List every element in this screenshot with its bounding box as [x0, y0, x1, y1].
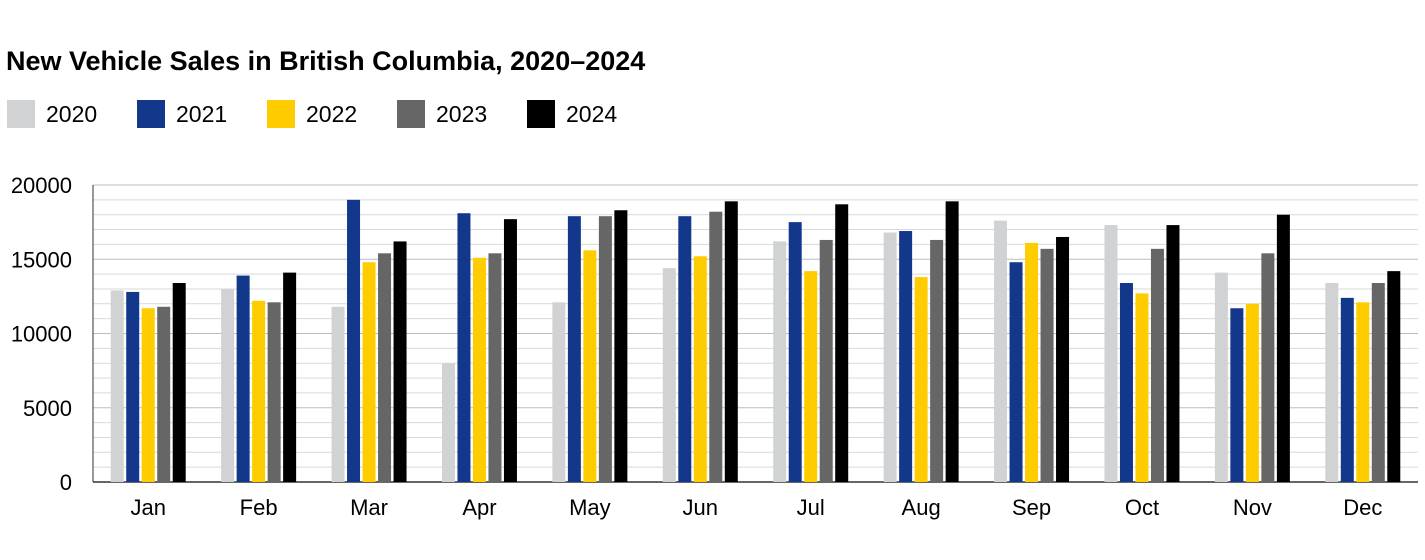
bar-2022-Dec — [1356, 302, 1370, 482]
bar-2024-Aug — [945, 201, 959, 482]
legend-item-2020: 2020 — [7, 100, 137, 128]
legend-item-2024: 2024 — [527, 100, 657, 128]
legend-swatch-2023 — [397, 100, 425, 128]
bar-2022-Oct — [1135, 293, 1149, 482]
bar-2023-Feb — [267, 302, 281, 482]
bar-2022-Jan — [141, 308, 155, 482]
bar-2023-Nov — [1261, 253, 1275, 482]
chart-title: New Vehicle Sales in British Columbia, 2… — [6, 46, 646, 76]
x-tick-label: Feb — [240, 495, 278, 520]
legend-label-2022: 2022 — [306, 100, 358, 127]
bar-2024-Feb — [283, 272, 297, 482]
bar-2021-Jan — [126, 291, 140, 482]
y-tick-label: 10000 — [11, 322, 72, 347]
y-tick-label: 15000 — [11, 247, 72, 272]
x-tick-label: Jul — [797, 495, 825, 520]
x-tick-label: Nov — [1233, 495, 1272, 520]
legend-swatch-2020 — [7, 100, 35, 128]
bar-2023-Oct — [1150, 248, 1164, 482]
bar-2024-Sep — [1056, 236, 1070, 482]
x-tick-label: Apr — [462, 495, 496, 520]
bar-2023-Dec — [1371, 283, 1385, 482]
bar-2021-May — [567, 216, 581, 482]
bar-2024-Jun — [724, 201, 738, 482]
bar-2024-Jan — [172, 283, 186, 482]
legend-swatch-2024 — [527, 100, 555, 128]
bar-2024-May — [614, 210, 628, 482]
x-tick-label: Sep — [1012, 495, 1051, 520]
legend-item-2023: 2023 — [397, 100, 527, 128]
bar-2020-Jun — [662, 268, 676, 482]
bar-2023-Jan — [157, 306, 171, 482]
bar-2023-Jun — [709, 211, 723, 483]
bar-2021-Jul — [788, 222, 802, 482]
legend-label-2021: 2021 — [176, 100, 228, 127]
bar-2023-Jul — [819, 239, 833, 482]
bar-2021-Feb — [236, 275, 250, 482]
bar-2020-May — [552, 302, 566, 482]
bar-2021-Apr — [457, 213, 471, 482]
bar-2020-Jul — [773, 241, 787, 482]
x-tick-label: Jan — [130, 495, 165, 520]
legend-item-2021: 2021 — [137, 100, 267, 128]
bar-2024-Jul — [835, 204, 849, 482]
bar-2022-Jul — [804, 271, 818, 482]
bar-2020-Nov — [1214, 272, 1228, 482]
bar-2024-Dec — [1387, 271, 1401, 482]
bar-2022-Jun — [693, 256, 707, 482]
bar-2020-Sep — [994, 220, 1008, 482]
bar-2022-Apr — [472, 257, 486, 482]
legend-label-2023: 2023 — [436, 100, 488, 127]
x-tick-label: Aug — [902, 495, 941, 520]
legend-label-2024: 2024 — [566, 100, 618, 127]
x-tick-label: Dec — [1343, 495, 1382, 520]
y-tick-label: 20000 — [11, 173, 72, 198]
legend-swatch-2022 — [267, 100, 295, 128]
legend: 2020 2021 2022 2023 2024 — [7, 100, 657, 128]
bar-2021-Nov — [1230, 308, 1244, 482]
y-tick-label: 0 — [60, 470, 72, 495]
legend-label-2020: 2020 — [46, 100, 98, 127]
bar-2024-Nov — [1276, 214, 1290, 482]
x-tick-label: Jun — [683, 495, 718, 520]
bar-2022-Sep — [1025, 242, 1039, 482]
bar-2023-Sep — [1040, 248, 1054, 482]
x-tick-label: Oct — [1125, 495, 1159, 520]
bar-2020-Aug — [883, 232, 897, 482]
bar-2023-May — [598, 216, 612, 482]
y-tick-label: 5000 — [23, 396, 72, 421]
bar-2023-Aug — [930, 239, 944, 482]
bar-2020-Apr — [441, 363, 455, 482]
bar-2022-Feb — [252, 300, 266, 482]
bar-2022-Nov — [1245, 303, 1259, 482]
bar-2021-Dec — [1340, 297, 1354, 482]
bar-2024-Apr — [503, 219, 517, 482]
bar-2020-Oct — [1104, 225, 1118, 482]
bar-2020-Jan — [110, 290, 124, 482]
bar-2023-Apr — [488, 253, 502, 482]
x-tick-label: May — [569, 495, 611, 520]
x-tick-label: Mar — [350, 495, 388, 520]
bar-2022-May — [583, 250, 597, 482]
bar-2020-Dec — [1325, 283, 1339, 482]
bar-2021-Jun — [678, 216, 692, 482]
bar-2022-Mar — [362, 262, 376, 482]
bar-2021-Oct — [1119, 283, 1133, 482]
bar-2021-Sep — [1009, 262, 1023, 482]
bar-2024-Mar — [393, 241, 407, 482]
bar-2022-Aug — [914, 277, 928, 482]
bar-2021-Aug — [899, 231, 913, 482]
legend-item-2022: 2022 — [267, 100, 397, 128]
bar-2024-Oct — [1166, 225, 1180, 482]
bar-2020-Mar — [331, 306, 345, 482]
bar-2021-Mar — [347, 199, 361, 482]
bar-2020-Feb — [221, 288, 235, 482]
legend-swatch-2021 — [137, 100, 165, 128]
bar-2023-Mar — [378, 253, 392, 482]
